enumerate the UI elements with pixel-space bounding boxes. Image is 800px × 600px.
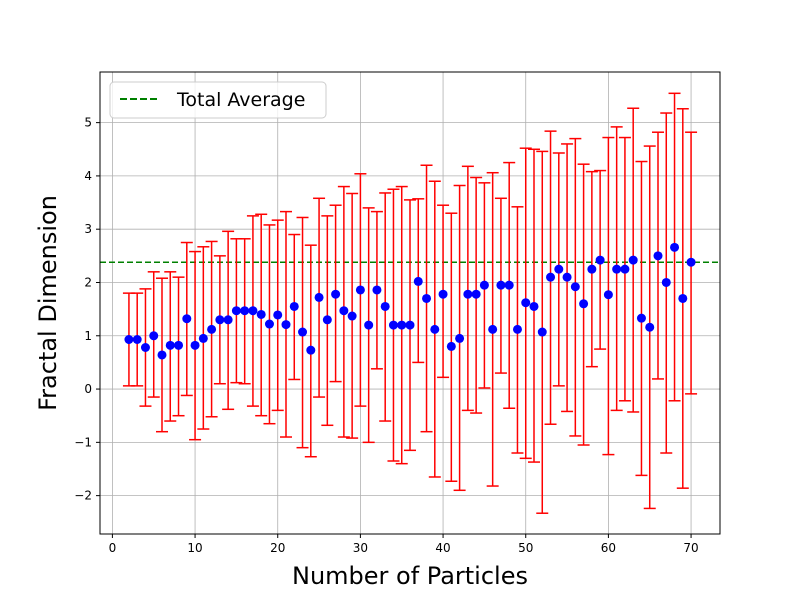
data-point [231,306,241,316]
data-point [645,322,655,332]
legend-average-label: Total Average [176,89,305,111]
data-point [479,280,489,290]
data-point [661,277,671,287]
data-point [496,280,506,290]
data-point [248,306,258,316]
data-point [628,255,638,265]
data-point [165,340,175,350]
data-point [537,327,547,337]
data-point [636,313,646,323]
data-point [314,292,324,302]
x-tick-label: 70 [683,541,698,555]
data-point [198,333,208,343]
data-point [463,289,473,299]
data-point [256,309,266,319]
data-point [471,289,481,299]
data-point [140,342,150,352]
data-point [546,272,556,282]
data-point [422,293,432,303]
data-point [554,264,564,274]
data-point [364,320,374,330]
data-point [207,324,217,334]
data-point [388,320,398,330]
data-point [215,315,225,325]
x-axis-label: Number of Particles [292,562,528,590]
y-tick-label: −1 [74,435,92,449]
data-point [570,282,580,292]
data-point [413,276,423,286]
data-point [306,345,316,355]
data-point [240,306,250,316]
data-point [149,331,159,341]
y-tick-label: 4 [84,169,92,183]
x-tick-label: 30 [353,541,368,555]
data-point [397,320,407,330]
data-point [512,324,522,334]
y-tick-label: 1 [84,329,92,343]
data-point [273,310,283,320]
legend: Total Average [109,81,327,119]
data-point [182,314,192,324]
legend-box [109,81,327,119]
y-tick-label: −2 [74,489,92,503]
data-point [190,340,200,350]
data-point [405,320,415,330]
data-point [579,299,589,309]
data-point [347,311,357,321]
data-point [595,255,605,265]
y-tick-label: 2 [84,275,92,289]
data-point [339,306,349,316]
data-point [124,335,134,345]
data-point [504,280,514,290]
data-point [355,285,365,295]
data-point [174,340,184,350]
x-tick-label: 0 [109,541,117,555]
errorbars [122,92,698,514]
x-tick-label: 50 [518,541,533,555]
data-point [670,242,680,252]
x-tick-label: 60 [601,541,616,555]
data-point [372,285,382,295]
data-point [438,289,448,299]
data-point [653,251,663,261]
y-tick-label: 5 [84,116,92,130]
data-point [430,324,440,334]
y-axis-label: Fractal Dimension [34,195,62,411]
data-point [678,293,688,303]
data-point [322,315,332,325]
data-point [620,264,630,274]
data-point [612,264,622,274]
data-point [281,320,291,330]
data-point [686,257,696,267]
data-point [289,301,299,311]
data-point [488,324,498,334]
data-point [587,264,597,274]
data-point [331,289,341,299]
data-point [298,327,308,337]
x-tick-label: 40 [435,541,450,555]
data-point [446,341,456,351]
x-tick-label: 10 [187,541,202,555]
axis-ticks: 0 10 20 30 40 50 60 70 −2 −1 0 1 2 3 4 5 [74,116,698,555]
y-tick-label: 3 [84,222,92,236]
x-tick-label: 20 [270,541,285,555]
y-tick-label: 0 [84,382,92,396]
data-point [380,301,390,311]
data-points [124,242,696,360]
data-point [455,333,465,343]
data-point [521,298,531,308]
plot-frame [99,71,721,535]
data-point [562,272,572,282]
data-point [529,301,539,311]
data-point [264,319,274,329]
data-point [223,315,233,325]
data-point [157,350,167,360]
data-point [132,335,142,345]
data-point [603,290,613,300]
